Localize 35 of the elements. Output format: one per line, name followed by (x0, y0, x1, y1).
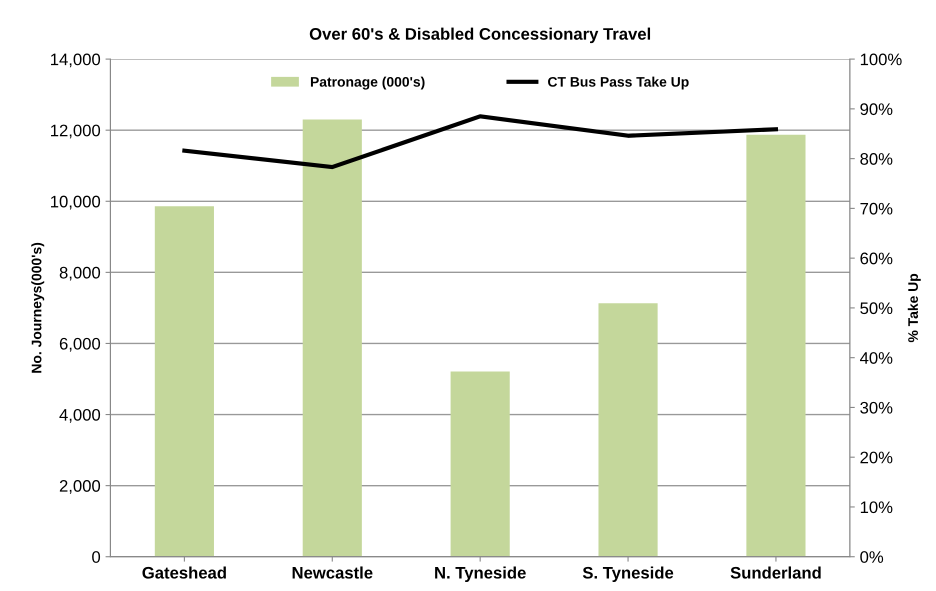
y2-tick-label: 80% (860, 153, 892, 165)
legend-label: Patronage (000's) (310, 76, 425, 90)
y-tick-label: 0 (92, 551, 100, 563)
x-tick-label: Sunderland (730, 566, 821, 579)
y2-tick-label: 40% (860, 352, 892, 364)
y2-tick-label: 20% (860, 452, 892, 464)
y2-axis-title: % Take Up (908, 274, 921, 342)
y-tick-label: 8,000 (60, 266, 100, 281)
y2-tick-label: 30% (860, 402, 892, 414)
bar (302, 120, 362, 557)
x-tick-label: N. Tyneside (435, 566, 526, 582)
y2-tick-label: 0% (860, 551, 884, 563)
y-tick-label: 4,000 (59, 408, 100, 423)
bar (450, 372, 510, 557)
y2-tick-label: 50% (860, 302, 892, 314)
y2-tick-label: 60% (860, 252, 892, 264)
bar (154, 206, 214, 557)
x-tick-label: Gateshead (142, 566, 226, 579)
legend-label: CT Bus Pass Take Up (548, 76, 689, 90)
y-tick-label: 14,000 (51, 54, 100, 68)
line-series (182, 114, 778, 170)
x-tick-label: Newcastle (292, 566, 372, 579)
bar (598, 303, 658, 557)
y2-tick-label: 90% (860, 103, 892, 116)
y-tick-label: 6,000 (60, 338, 100, 352)
y-tick-label: 10,000 (51, 196, 100, 210)
y2-tick-label: 100% (860, 54, 902, 66)
bar (746, 134, 806, 557)
chart-title: Over 60's & Disabled Concessionary Travel (310, 28, 650, 44)
y2-tick-label: 70% (860, 202, 892, 215)
y-tick-label: 12,000 (51, 124, 100, 138)
y2-tick-label: 10% (860, 501, 892, 514)
y-axis-title: No. Journeys(000's) (31, 242, 44, 373)
y-tick-label: 2,000 (60, 480, 100, 494)
x-tick-label: S. Tyneside (582, 566, 674, 582)
